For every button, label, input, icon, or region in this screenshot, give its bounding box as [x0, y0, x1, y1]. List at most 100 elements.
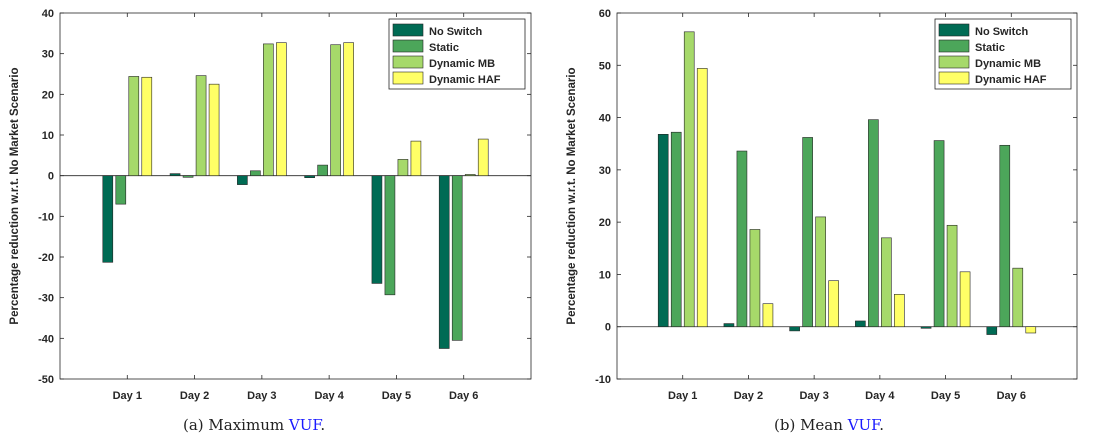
bar-static	[250, 170, 261, 176]
bar-chart-mean-vuf: -10 0 10 20 30 40 50 60 Day 1 Day 2 Day 3 Day 4 Day …	[566, 8, 1078, 402]
bar-dynamic_mb	[263, 43, 274, 176]
legend-swatch-no_switch	[392, 23, 424, 37]
bar-dynamic_haf	[343, 42, 354, 176]
bar-static	[670, 131, 682, 328]
y-tick-label: 0	[605, 322, 611, 334]
bar-static	[999, 144, 1011, 328]
caption-b-ref-link[interactable]: VUF	[847, 416, 880, 434]
y-tick-label: 0	[48, 171, 54, 183]
x-tick-label: Day 4	[865, 390, 895, 402]
y-tick-label: -30	[38, 293, 54, 305]
bar-dynamic_haf	[410, 140, 422, 176]
legend-swatch-dynamic_mb	[938, 55, 970, 69]
y-axis-label: Percentage reduction w.r.t. No Market Sc…	[566, 67, 578, 324]
y-tick-label: -20	[38, 252, 54, 264]
bar-static	[182, 175, 194, 178]
x-tick-label: Day 3	[799, 390, 828, 402]
caption-a: (a) Maximum VUF.	[183, 416, 325, 434]
x-tick-label: Day 5	[382, 390, 411, 402]
bar-no_switch	[371, 175, 383, 284]
bar-static	[115, 175, 127, 205]
bar-no_switch	[237, 175, 248, 185]
bar-no_switch	[304, 175, 315, 179]
bar-no_switch	[855, 320, 866, 328]
bar-dynamic_haf	[959, 271, 971, 328]
x-tick-label: Day 3	[247, 390, 276, 402]
y-tick-label: 40	[599, 113, 611, 125]
bar-no_switch	[169, 173, 181, 176]
x-tick-label: Day 2	[180, 390, 209, 402]
chart-panel-a: -50 -40 -30 -20 -10 0 10 20 30 40 Day 1 Day 2 Day 3 D…	[9, 8, 532, 434]
bar-no_switch	[920, 326, 932, 329]
legend-label-dynamic_mb: Dynamic MB	[975, 58, 1041, 70]
x-tick-label: Day 6	[997, 390, 1026, 402]
bar-static	[868, 119, 879, 328]
legend-label-no_switch: No Switch	[975, 26, 1028, 38]
bar-static	[384, 175, 396, 296]
bar-static	[317, 164, 328, 176]
bar-dynamic_haf	[894, 293, 905, 328]
x-tick-label: Day 4	[314, 390, 344, 402]
bar-dynamic_haf	[1025, 326, 1037, 334]
y-tick-label: 60	[599, 8, 611, 20]
bar-no_switch	[723, 323, 735, 328]
legend-label-static: Static	[975, 42, 1005, 54]
bar-dynamic_haf	[828, 280, 839, 328]
bar-chart-max-vuf: -50 -40 -30 -20 -10 0 10 20 30 40 Day 1 Day 2 Day 3 D…	[9, 8, 532, 402]
y-tick-label: 30	[599, 165, 611, 177]
bar-dynamic_haf	[208, 83, 220, 176]
bar-dynamic_mb	[749, 229, 761, 328]
bar-dynamic_haf	[696, 68, 708, 328]
bar-no_switch	[789, 326, 800, 332]
caption-a-ref-link[interactable]: VUF	[288, 416, 321, 434]
bar-dynamic_haf	[477, 138, 489, 176]
x-tick-label: Day 2	[734, 390, 763, 402]
bar-static	[802, 137, 813, 328]
y-tick-label: 30	[42, 49, 54, 61]
caption-a-suffix: .	[320, 416, 326, 434]
bar-static	[451, 175, 463, 341]
legend-swatch-dynamic_haf	[392, 71, 424, 85]
bar-no_switch	[438, 175, 450, 349]
bar-static	[933, 140, 945, 328]
bar-dynamic_mb	[330, 44, 341, 176]
y-tick-label: 10	[599, 269, 611, 281]
x-tick-label: Day 1	[113, 390, 142, 402]
y-axis-label: Percentage reduction w.r.t. No Market Sc…	[9, 67, 21, 324]
bar-dynamic_haf	[276, 42, 287, 176]
bar-dynamic_mb	[397, 159, 409, 176]
caption-b: (b) Mean VUF.	[774, 416, 884, 434]
x-tick-label: Day 6	[449, 390, 478, 402]
bar-dynamic_haf	[762, 303, 774, 328]
bar-no_switch	[986, 326, 998, 335]
y-tick-label: -10	[38, 211, 54, 223]
legend-swatch-dynamic_haf	[938, 71, 970, 85]
bar-dynamic_haf	[141, 76, 153, 176]
x-tick-label: Day 5	[931, 390, 960, 402]
legend-label-static: Static	[429, 42, 459, 54]
legend-label-dynamic_haf: Dynamic HAF	[975, 74, 1047, 86]
legend-label-no_switch: No Switch	[429, 26, 482, 38]
bar-dynamic_mb	[1012, 267, 1024, 328]
bar-dynamic_mb	[464, 174, 476, 176]
y-tick-label: 20	[599, 217, 611, 229]
y-tick-label: 40	[42, 8, 54, 20]
y-tick-label: 10	[42, 130, 54, 142]
legend-label-dynamic_mb: Dynamic MB	[429, 58, 495, 70]
bar-no_switch	[102, 175, 114, 263]
bar-static	[736, 150, 748, 328]
y-tick-label: -10	[595, 374, 611, 386]
bar-dynamic_mb	[815, 216, 826, 328]
legend-swatch-no_switch	[938, 23, 970, 37]
legend-swatch-static	[938, 39, 970, 53]
legend-swatch-dynamic_mb	[392, 55, 424, 69]
bar-dynamic_mb	[881, 237, 892, 328]
caption-b-suffix: .	[879, 416, 885, 434]
bar-no_switch	[657, 134, 669, 328]
y-tick-label: -40	[38, 333, 54, 345]
legend-label-dynamic_haf: Dynamic HAF	[429, 74, 501, 86]
caption-b-prefix: (b) Mean	[774, 416, 848, 434]
bar-dynamic_mb	[946, 224, 958, 328]
bar-dynamic_mb	[128, 76, 140, 176]
chart-panel-b: -10 0 10 20 30 40 50 60 Day 1 Day 2 Day 3 Day 4 Day …	[551, 0, 1102, 448]
